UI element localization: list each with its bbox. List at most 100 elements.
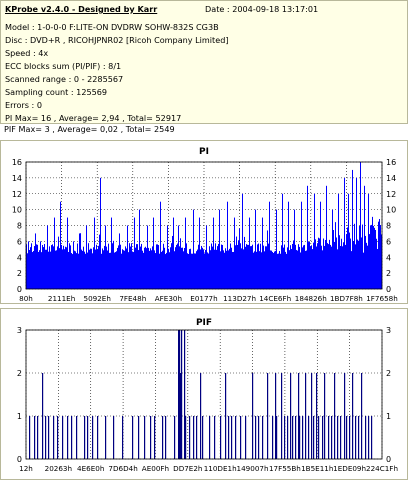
pif-bar (214, 416, 216, 459)
pif-bar (313, 416, 315, 459)
pi-bar (141, 243, 142, 289)
x-tick-label: AE00Fh (142, 464, 169, 473)
y-tick-label-left: 8 (17, 222, 22, 231)
pi-bar (167, 225, 168, 289)
pi-bar (173, 217, 174, 289)
sampling-line: Sampling count : 125569 (5, 87, 108, 97)
x-tick-label: 80h (19, 294, 33, 303)
x-tick-label: 2111Eh (48, 294, 75, 303)
pi-bar (169, 252, 170, 289)
pi-bar (187, 253, 188, 289)
x-tick-label: 1F7658h (366, 294, 398, 303)
pi-bar (186, 243, 187, 289)
pi-bar (256, 251, 257, 289)
pi-bar (343, 242, 344, 289)
pi-bar (40, 241, 41, 289)
pi-bar (84, 251, 85, 289)
pi-bar (106, 246, 107, 289)
pi-bar (61, 244, 62, 289)
pi-bar (251, 246, 252, 289)
pi-bar (199, 217, 200, 289)
pif-bar (202, 416, 204, 459)
pi-bar (175, 247, 176, 289)
pif-bar (365, 416, 367, 459)
pi-bar (344, 177, 345, 289)
pi-bar (116, 251, 117, 289)
pi-bar (96, 244, 97, 289)
pi-bar (41, 252, 42, 289)
pi-summary-line: PI Max= 16 , Average= 2,94 , Total= 5291… (5, 113, 182, 123)
pi-bar (329, 239, 330, 289)
pif-bar (228, 416, 230, 459)
pif-bar (92, 416, 94, 459)
x-tick-label: 4E6E0h (77, 464, 104, 473)
pi-bar (360, 162, 361, 289)
pif-bar (355, 416, 357, 459)
pi-bar (95, 249, 96, 289)
pi-bar (213, 217, 214, 289)
y-tick-label-left: 4 (17, 253, 22, 262)
pi-bar (183, 251, 184, 289)
pi-bar (200, 249, 201, 289)
pi-bar (252, 244, 253, 289)
pif-bar (67, 416, 69, 459)
pi-bar (49, 246, 50, 289)
pi-bar (202, 247, 203, 289)
pi-bar (34, 246, 35, 289)
pi-bar (148, 247, 149, 289)
pif-bar (87, 416, 89, 459)
pi-bar (311, 245, 312, 289)
pif-bar (322, 416, 324, 459)
pi-bar (364, 185, 365, 289)
scan-date: Date : 2004-09-18 13:17:01 (205, 4, 319, 14)
pi-bar (257, 244, 258, 289)
pif-bar (185, 416, 187, 459)
pif-bar (368, 416, 370, 459)
pi-bar (154, 250, 155, 289)
pif-bar (298, 373, 300, 459)
y-tick-label-left: 1 (17, 412, 22, 421)
pi-bar (195, 253, 196, 289)
pi-bar (321, 245, 322, 289)
pi-bar (82, 250, 83, 289)
pi-bar (232, 251, 233, 289)
pi-bar (379, 219, 380, 289)
pi-bar (132, 251, 133, 289)
pi-bar (168, 248, 169, 289)
pif-bar (174, 416, 176, 459)
pif-bar (97, 416, 99, 459)
pi-bar (357, 239, 358, 289)
pi-bar (208, 253, 209, 289)
pi-bar (39, 250, 40, 289)
y-tick-label-right: 4 (386, 253, 391, 262)
pif-bar (235, 416, 237, 459)
pif-bar (179, 330, 181, 459)
pi-bar (62, 249, 63, 289)
pi-bar (77, 243, 78, 289)
pi-bar (341, 238, 342, 289)
pi-bar (80, 233, 81, 289)
y-tick-label-left: 2 (17, 369, 22, 378)
pi-bar (264, 251, 265, 289)
pi-bar (214, 249, 215, 289)
pi-bar (143, 252, 144, 289)
pi-bar (72, 254, 73, 289)
pi-bar (297, 250, 298, 289)
pi-bar (268, 243, 269, 289)
pi-bar (342, 246, 343, 289)
pi-bar (135, 247, 136, 289)
pif-bar (76, 416, 78, 459)
pi-bar (221, 244, 222, 289)
pi-bar (299, 246, 300, 289)
pif-bar (302, 416, 304, 459)
pi-bar (231, 247, 232, 289)
pi-bar (292, 243, 293, 289)
pi-bar (180, 238, 181, 289)
x-tick-label: 14CE6Fh (259, 294, 291, 303)
pi-bar (179, 246, 180, 289)
pi-bar (57, 246, 58, 289)
pi-bar (353, 241, 354, 289)
pi-bar (91, 248, 92, 289)
pi-bar (275, 250, 276, 289)
pif-summary-line: PIF Max= 3 , Average= 0,02 , Total= 2549 (4, 124, 175, 134)
